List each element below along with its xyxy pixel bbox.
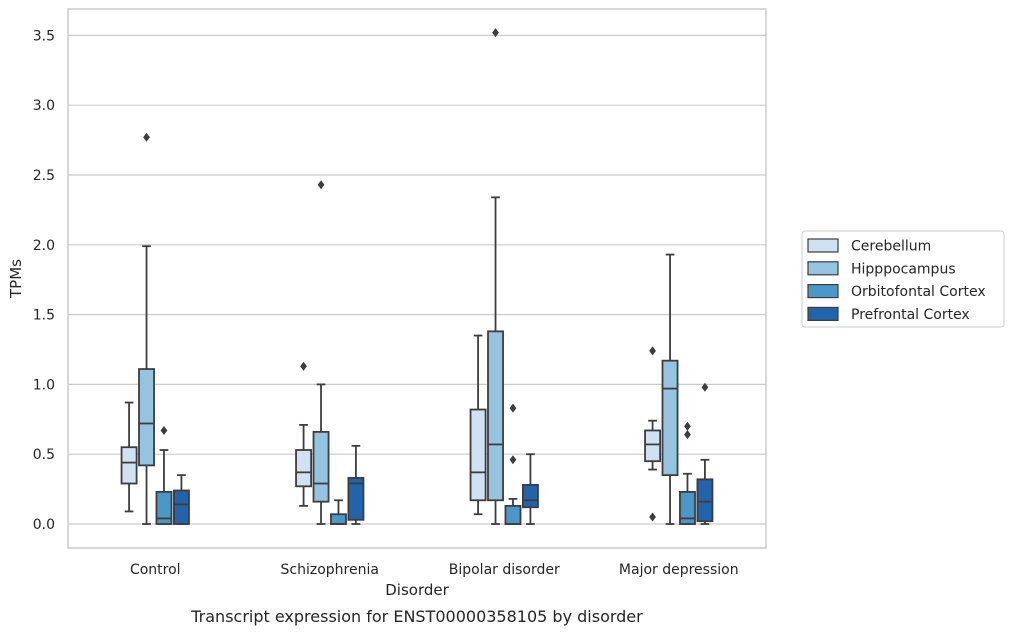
box-iqr <box>138 368 155 467</box>
x-tick-label: Control <box>130 562 181 578</box>
y-tick-label: 3.5 <box>33 28 55 44</box>
y-axis-label: TPMs <box>7 259 25 299</box>
outlier-point <box>684 430 691 440</box>
box-iqr <box>661 359 679 477</box>
box-iqr <box>679 490 696 525</box>
box-2-3 <box>522 453 539 525</box>
box-iqr <box>172 489 190 525</box>
y-tick-label: 3.0 <box>33 98 55 114</box>
box-1-0 <box>295 361 312 507</box>
box-0-2 <box>155 425 173 525</box>
outlier-point <box>701 382 709 392</box>
gridlines <box>68 34 766 525</box>
y-tick-label: 2.5 <box>33 168 55 184</box>
box-3-2 <box>679 421 696 525</box>
box-iqr <box>120 446 138 485</box>
legend: Cerebellum Hipppocampus Orbitofontal Corte… <box>801 230 1005 328</box>
box-iqr <box>295 449 312 488</box>
y-axis-ticks: 0.0 0.5 1.0 1.5 2.0 2.5 3.0 3.5 <box>33 28 55 533</box>
y-tick-label: 0.0 <box>33 517 55 533</box>
box-3-1 <box>661 253 679 525</box>
legend-label: Cerebellum <box>851 239 931 255</box>
outlier-point <box>649 346 656 356</box>
y-tick-label: 1.0 <box>33 377 55 393</box>
x-axis-label: Disorder <box>385 581 449 599</box>
outlier-point <box>509 403 517 413</box>
box-1-1 <box>312 180 330 525</box>
box-iqr <box>155 490 173 525</box>
legend-label: Orbitofontal Cortex <box>851 284 986 300</box>
box-iqr <box>347 477 365 521</box>
x-tick-label: Major depression <box>619 562 739 578</box>
legend-swatch <box>807 306 839 321</box>
legend-label: Prefrontal Cortex <box>851 307 970 323</box>
outlier-point <box>649 512 656 522</box>
legend-label: Hipppocampus <box>851 261 956 277</box>
chart-caption: Transcript expression for ENST0000035810… <box>190 607 643 626</box>
box-iqr <box>469 408 487 502</box>
y-tick-label: 2.0 <box>33 238 55 254</box>
legend-item: Prefrontal Cortex <box>807 306 970 323</box>
box-1-2 <box>330 499 347 525</box>
box-2-1 <box>487 28 504 525</box>
box-2-0 <box>469 334 487 516</box>
box-iqr <box>312 430 330 503</box>
outlier-point <box>160 425 168 435</box>
outlier-point <box>317 180 325 190</box>
box-groups <box>120 28 714 525</box>
legend-item: Orbitofontal Cortex <box>807 284 986 300</box>
outlier-point <box>143 132 150 142</box>
legend-swatch <box>807 238 839 253</box>
box-iqr <box>522 484 539 509</box>
legend-swatch <box>807 284 839 299</box>
box-iqr <box>696 478 714 523</box>
x-tick-label: Bipolar disorder <box>449 562 560 578</box>
legend-item: Cerebellum <box>807 238 931 255</box>
box-iqr <box>487 330 504 502</box>
plot-area-frame <box>67 8 767 549</box>
box-3-0 <box>644 346 661 522</box>
outlier-point <box>509 455 517 465</box>
box-iqr <box>504 504 522 525</box>
outlier-point <box>300 361 307 371</box>
y-tick-label: 1.5 <box>33 308 55 324</box>
box-3-3 <box>696 382 714 525</box>
box-0-1 <box>138 132 155 525</box>
x-tick-label: Schizophrenia <box>281 562 379 578</box>
box-1-3 <box>347 444 365 525</box>
x-axis-ticks: Control Schizophrenia Bipolar disorder Majo… <box>130 562 739 578</box>
legend-item: Hipppocampus <box>807 261 956 277</box>
box-iqr <box>644 429 661 463</box>
box-iqr <box>330 513 347 525</box>
outlier-point <box>492 28 499 38</box>
outlier-point <box>684 421 691 431</box>
y-tick-label: 0.5 <box>33 447 55 463</box>
box-2-2 <box>504 403 522 525</box>
box-0-0 <box>120 401 138 513</box>
box-0-3 <box>172 474 190 525</box>
legend-frame <box>801 230 1005 328</box>
legend-swatch <box>807 261 839 276</box>
